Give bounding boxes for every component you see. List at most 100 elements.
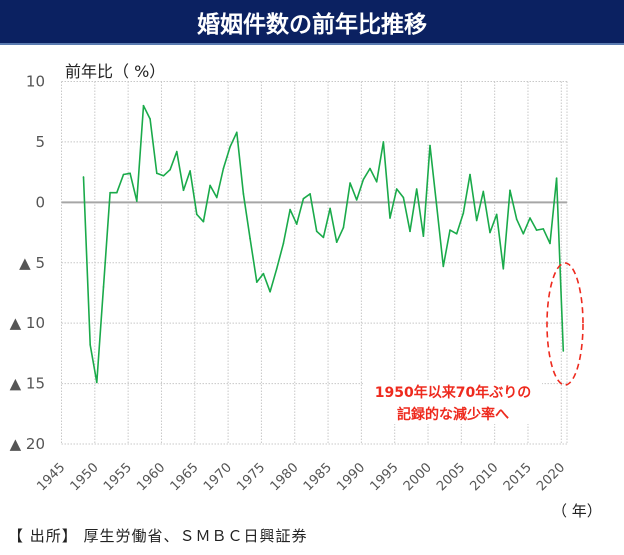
data-point-1994 bbox=[389, 217, 391, 219]
data-point-2001 bbox=[435, 205, 438, 207]
x-tick-label: 1985 bbox=[301, 460, 335, 494]
annotation-background bbox=[364, 380, 542, 424]
data-point-1968 bbox=[215, 196, 218, 199]
data-point-1953 bbox=[116, 191, 118, 194]
data-point-1972 bbox=[242, 193, 245, 195]
data-point-2016 bbox=[535, 229, 538, 231]
data-point-2020 bbox=[562, 350, 565, 352]
data-point-2012 bbox=[509, 189, 511, 192]
data-point-1985 bbox=[329, 207, 331, 210]
data-point-1955 bbox=[129, 172, 131, 175]
data-point-2019 bbox=[555, 177, 558, 179]
data-point-2004 bbox=[455, 232, 458, 235]
data-point-1978 bbox=[282, 242, 285, 245]
data-point-1977 bbox=[275, 267, 278, 270]
data-point-1999 bbox=[422, 235, 425, 237]
data-point-2007 bbox=[475, 219, 478, 222]
x-tick-label: 1960 bbox=[134, 460, 168, 494]
data-point-1963 bbox=[182, 189, 185, 192]
y-axis-ticks: 10 5 0 ▲ 5 ▲ 10 ▲ 15 ▲ 20 bbox=[10, 73, 45, 454]
y-tick-label: 0 bbox=[35, 193, 45, 211]
x-axis-label: （ 年） bbox=[552, 502, 602, 520]
data-point-1980 bbox=[295, 223, 298, 225]
data-point-1951 bbox=[102, 286, 105, 288]
x-tick-label: 2020 bbox=[534, 460, 568, 494]
data-point-1988 bbox=[349, 182, 351, 184]
data-point-1961 bbox=[169, 168, 171, 171]
title-bar: 婚姻件数の前年比推移 bbox=[0, 0, 624, 45]
series-line-marriage-yoy bbox=[82, 104, 565, 384]
y-tick-label: ▲ 10 bbox=[10, 314, 45, 332]
data-point-2014 bbox=[522, 232, 525, 235]
data-point-1992 bbox=[375, 180, 378, 183]
data-point-1979 bbox=[289, 208, 291, 211]
data-point-1967 bbox=[209, 184, 211, 187]
y-axis-label: 前年比（ %） bbox=[65, 62, 166, 81]
data-point-1990 bbox=[362, 178, 365, 181]
data-point-2009 bbox=[489, 231, 491, 234]
x-tick-label: 2000 bbox=[401, 460, 435, 494]
data-point-1965 bbox=[195, 213, 198, 216]
data-point-1957 bbox=[142, 104, 145, 107]
data-point-1950 bbox=[96, 381, 98, 384]
x-tick-label: 2015 bbox=[501, 460, 535, 494]
data-point-2011 bbox=[502, 267, 505, 270]
chart-title: 婚姻件数の前年比推移 bbox=[197, 11, 427, 38]
data-point-1981 bbox=[302, 197, 305, 200]
data-point-1976 bbox=[269, 290, 271, 293]
data-point-1984 bbox=[322, 236, 325, 239]
data-point-2005 bbox=[462, 212, 465, 215]
y-tick-label: ▲ 5 bbox=[19, 254, 45, 272]
data-points bbox=[82, 104, 565, 384]
data-point-1948 bbox=[82, 176, 85, 178]
data-point-1991 bbox=[369, 167, 371, 170]
x-tick-label: 2005 bbox=[434, 460, 468, 494]
annotation-text-line: 記録的な減少率へ bbox=[397, 406, 509, 423]
source-note: 【 出所】 厚生労働省、ＳＭＢＣ日興証券 bbox=[8, 527, 308, 545]
data-point-2013 bbox=[515, 218, 518, 221]
x-tick-label: 1980 bbox=[268, 460, 302, 494]
data-point-1998 bbox=[415, 188, 418, 190]
data-point-1974 bbox=[255, 281, 258, 283]
data-point-2002 bbox=[442, 265, 445, 268]
data-point-1958 bbox=[149, 118, 151, 120]
annotation-text-line: 1950年以来70年ぶりの bbox=[375, 384, 531, 401]
data-point-1960 bbox=[162, 174, 165, 177]
data-point-1966 bbox=[202, 220, 205, 223]
data-point-1962 bbox=[175, 150, 178, 153]
data-point-2006 bbox=[469, 173, 471, 176]
data-point-1952 bbox=[109, 191, 111, 194]
data-point-2017 bbox=[542, 228, 545, 230]
data-point-1954 bbox=[122, 173, 125, 176]
data-point-1959 bbox=[155, 172, 158, 175]
x-axis-ticks: 1945 1950 1955 1960 1965 1970 1975 1980 1985 1990… bbox=[34, 460, 568, 494]
y-tick-label: ▲ 20 bbox=[10, 435, 45, 453]
data-point-2018 bbox=[549, 242, 551, 245]
data-point-1995 bbox=[395, 188, 398, 190]
data-point-1956 bbox=[136, 200, 138, 202]
data-point-1964 bbox=[189, 170, 191, 172]
data-point-1989 bbox=[355, 199, 358, 201]
y-tick-label: 5 bbox=[35, 133, 45, 151]
data-point-1971 bbox=[235, 131, 238, 134]
x-tick-label: 1970 bbox=[201, 460, 235, 494]
data-point-1986 bbox=[335, 241, 338, 244]
y-tick-label: ▲ 15 bbox=[10, 375, 45, 393]
x-tick-label: 1965 bbox=[168, 460, 202, 494]
data-point-1983 bbox=[315, 230, 318, 233]
x-tick-label: 1995 bbox=[368, 460, 402, 494]
data-point-1993 bbox=[382, 141, 385, 143]
x-tick-label: 1945 bbox=[34, 460, 68, 494]
data-point-1970 bbox=[229, 145, 231, 148]
x-tick-label: 1950 bbox=[68, 460, 102, 494]
x-tick-label: 2010 bbox=[467, 460, 501, 494]
x-tick-label: 1955 bbox=[101, 460, 135, 494]
data-point-2015 bbox=[529, 217, 531, 219]
data-point-2010 bbox=[495, 213, 498, 216]
data-point-1996 bbox=[402, 196, 405, 199]
gridlines bbox=[61, 81, 568, 445]
data-point-1997 bbox=[409, 230, 411, 233]
data-point-1982 bbox=[309, 193, 311, 195]
